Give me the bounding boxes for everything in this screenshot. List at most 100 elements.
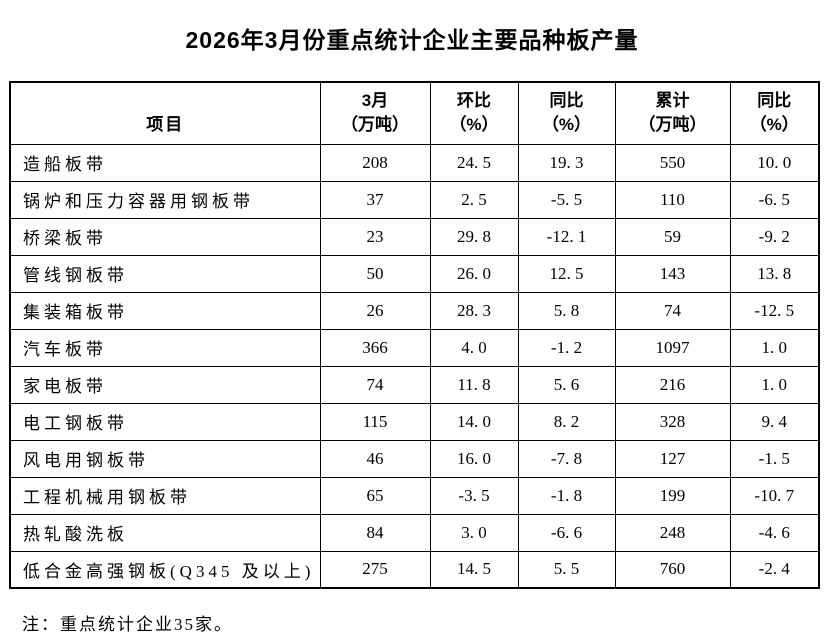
row-value-cell: 115 [319, 402, 431, 441]
row-value-cell: 74 [614, 291, 731, 330]
col-header-line2: （%） [449, 115, 499, 135]
row-value-cell: -5. 5 [517, 180, 616, 219]
row-value-cell: 37 [319, 180, 431, 219]
row-value-cell: 11. 8 [429, 365, 519, 404]
row-value-cell: 4. 0 [429, 328, 519, 367]
row-value-cell: 46 [319, 439, 431, 478]
row-value-cell: 208 [319, 143, 431, 182]
table-row: 管线钢板带 50 26. 0 12. 5 143 13. 8 [9, 254, 820, 293]
row-value-cell: 26. 0 [429, 254, 519, 293]
row-value-cell: 760 [614, 550, 731, 589]
row-value-cell: -10. 7 [729, 476, 820, 515]
row-value-cell: 26 [319, 291, 431, 330]
row-value-cell: 127 [614, 439, 731, 478]
row-item-label: 造船板带 [9, 143, 321, 182]
col-header-line1: 同比 [549, 91, 584, 111]
row-value-cell: -12. 1 [517, 217, 616, 256]
table-row: 风电用钢板带 46 16. 0 -7. 8 127 -1. 5 [9, 439, 820, 478]
row-value-cell: 29. 8 [429, 217, 519, 256]
row-item-label: 风电用钢板带 [9, 439, 321, 478]
row-value-cell: 19. 3 [517, 143, 616, 182]
row-value-cell: 9. 4 [729, 402, 820, 441]
row-value-cell: 248 [614, 513, 731, 552]
row-value-cell: 8. 2 [517, 402, 616, 441]
row-value-cell: 3. 0 [429, 513, 519, 552]
row-value-cell: 59 [614, 217, 731, 256]
row-value-cell: 50 [319, 254, 431, 293]
table-header: 项目 3月 （万吨） 环比 （%） 同比 （%） 累计 （万吨） [9, 81, 820, 145]
col-header-cumulative-yoy: 同比 （%） [729, 81, 820, 145]
row-value-cell: 14. 5 [429, 550, 519, 589]
row-value-cell: -1. 8 [517, 476, 616, 515]
row-value-cell: 13. 8 [729, 254, 820, 293]
col-header-line1: 累计 [655, 91, 690, 111]
row-item-label: 热轧酸洗板 [9, 513, 321, 552]
col-header-line1: 同比 [757, 91, 792, 111]
row-value-cell: 5. 6 [517, 365, 616, 404]
row-value-cell: 24. 5 [429, 143, 519, 182]
table-row: 电工钢板带 115 14. 0 8. 2 328 9. 4 [9, 402, 820, 441]
table-row: 工程机械用钢板带 65 -3. 5 -1. 8 199 -10. 7 [9, 476, 820, 515]
col-header-yoy: 同比 （%） [517, 81, 616, 145]
row-value-cell: -6. 5 [729, 180, 820, 219]
row-value-cell: 143 [614, 254, 731, 293]
row-value-cell: 84 [319, 513, 431, 552]
col-header-line2: （%） [541, 115, 592, 135]
row-value-cell: -7. 8 [517, 439, 616, 478]
table-row: 热轧酸洗板 84 3. 0 -6. 6 248 -4. 6 [9, 513, 820, 552]
page-title: 2026年3月份重点统计企业主要品种板产量 [185, 27, 639, 53]
table-row: 汽车板带 366 4. 0 -1. 2 1097 1. 0 [9, 328, 820, 367]
col-header-line2: （%） [749, 115, 799, 135]
row-item-label: 管线钢板带 [9, 254, 321, 293]
row-item-label: 家电板带 [9, 365, 321, 404]
col-header-cumulative: 累计 （万吨） [614, 81, 731, 145]
row-item-label: 集装箱板带 [9, 291, 321, 330]
row-value-cell: 216 [614, 365, 731, 404]
row-value-cell: -6. 6 [517, 513, 616, 552]
row-value-cell: -3. 5 [429, 476, 519, 515]
row-value-cell: 12. 5 [517, 254, 616, 293]
row-value-cell: 1. 0 [729, 328, 820, 367]
col-header-item: 项目 [9, 81, 321, 145]
col-header-line1: 3月 [361, 91, 389, 111]
row-value-cell: 65 [319, 476, 431, 515]
row-value-cell: 275 [319, 550, 431, 589]
row-value-cell: 1. 0 [729, 365, 820, 404]
table-row: 低合金高强钢板(Q345 及以上) 275 14. 5 5. 5 760 -2. 4 [9, 550, 820, 589]
row-value-cell: -9. 2 [729, 217, 820, 256]
table-row: 家电板带 74 11. 8 5. 6 216 1. 0 [9, 365, 820, 404]
col-header-march: 3月 （万吨） [319, 81, 431, 145]
row-value-cell: -4. 6 [729, 513, 820, 552]
row-value-cell: 366 [319, 328, 431, 367]
col-header-mom: 环比 （%） [429, 81, 519, 145]
production-table: 项目 3月 （万吨） 环比 （%） 同比 （%） 累计 （万吨） [9, 81, 820, 589]
row-value-cell: 1097 [614, 328, 731, 367]
row-value-cell: -1. 5 [729, 439, 820, 478]
row-value-cell: -2. 4 [729, 550, 820, 589]
table-body: 造船板带 208 24. 5 19. 3 550 10. 0 锅炉和压力容器用钢板带 37 2.… [9, 143, 820, 589]
row-value-cell: 110 [614, 180, 731, 219]
header-row: 项目 3月 （万吨） 环比 （%） 同比 （%） 累计 （万吨） [9, 81, 820, 145]
row-item-label: 锅炉和压力容器用钢板带 [9, 180, 321, 219]
row-value-cell: 14. 0 [429, 402, 519, 441]
table-row: 造船板带 208 24. 5 19. 3 550 10. 0 [9, 143, 820, 182]
row-item-label: 工程机械用钢板带 [9, 476, 321, 515]
row-value-cell: 5. 5 [517, 550, 616, 589]
table-row: 桥梁板带 23 29. 8 -12. 1 59 -9. 2 [9, 217, 820, 256]
row-value-cell: 328 [614, 402, 731, 441]
row-value-cell: 16. 0 [429, 439, 519, 478]
row-value-cell: 2. 5 [429, 180, 519, 219]
row-item-label: 桥梁板带 [9, 217, 321, 256]
col-header-line2: （万吨） [638, 115, 707, 135]
row-item-label: 电工钢板带 [9, 402, 321, 441]
col-header-line1: 环比 [457, 91, 491, 111]
row-item-label: 低合金高强钢板(Q345 及以上) [9, 550, 321, 589]
row-value-cell: 74 [319, 365, 431, 404]
row-value-cell: 550 [614, 143, 731, 182]
table-row: 锅炉和压力容器用钢板带 37 2. 5 -5. 5 110 -6. 5 [9, 180, 820, 219]
row-value-cell: -12. 5 [729, 291, 820, 330]
row-value-cell: 5. 8 [517, 291, 616, 330]
table-row: 集装箱板带 26 28. 3 5. 8 74 -12. 5 [9, 291, 820, 330]
row-value-cell: 23 [319, 217, 431, 256]
row-value-cell: 28. 3 [429, 291, 519, 330]
